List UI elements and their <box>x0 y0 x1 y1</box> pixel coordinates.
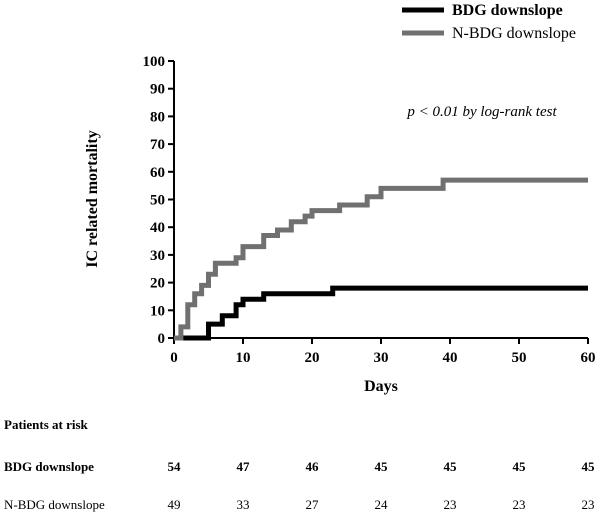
risk-cell: 23 <box>444 497 457 512</box>
x-tick-label: 30 <box>374 350 389 366</box>
x-tick-label: 20 <box>305 350 320 366</box>
risk-cell: 33 <box>237 497 250 512</box>
risk-cell: 23 <box>513 497 526 512</box>
y-tick-label: 10 <box>150 303 165 319</box>
y-tick-label: 50 <box>150 193 165 209</box>
axes <box>173 61 588 339</box>
risk-cell: 49 <box>168 497 181 512</box>
risk-table: Patients at risk BDG downslope N-BDG dow… <box>4 417 595 512</box>
risk-cell: 46 <box>306 459 320 474</box>
risk-row-label-nbdg: N-BDG downslope <box>4 497 105 512</box>
risk-cell: 45 <box>444 459 458 474</box>
legend: BDG downslope N-BDG downslope <box>402 2 576 42</box>
risk-cell: 47 <box>237 459 251 474</box>
risk-row-label-bdg: BDG downslope <box>4 459 94 474</box>
risk-cell: 54 <box>168 459 182 474</box>
x-axis-label: Days <box>364 378 398 395</box>
y-tick-label: 30 <box>150 248 165 264</box>
y-axis-label: IC related mortality <box>84 130 101 267</box>
risk-cell: 24 <box>375 497 389 512</box>
y-tick-label: 90 <box>150 82 165 98</box>
x-tick-label: 40 <box>443 350 458 366</box>
curve-bdg-downslope <box>174 285 588 341</box>
y-tick-label: 40 <box>150 220 165 236</box>
risk-cell: 45 <box>582 459 596 474</box>
y-tick-label: 20 <box>150 276 165 292</box>
y-tick-label: 0 <box>158 331 166 347</box>
x-tick-label: 60 <box>581 350 596 366</box>
risk-values: 54 47 46 45 45 45 45 49 33 27 24 23 23 23 <box>168 459 596 512</box>
risk-cell: 45 <box>513 459 527 474</box>
legend-label-nbdg: N-BDG downslope <box>452 25 576 42</box>
risk-cell: 23 <box>582 497 595 512</box>
x-tick-label: 10 <box>236 350 251 366</box>
risk-cell: 45 <box>375 459 389 474</box>
y-tick-label: 70 <box>150 137 165 153</box>
y-tick-label: 80 <box>150 109 165 125</box>
y-tick-label: 60 <box>150 165 165 181</box>
curve-n-bdg-downslope <box>174 177 588 341</box>
y-tick-label: 100 <box>143 54 166 70</box>
x-ticks: 0 10 20 30 40 50 60 <box>170 338 596 366</box>
survival-curves <box>174 177 588 341</box>
risk-cell: 27 <box>306 497 320 512</box>
x-tick-label: 50 <box>512 350 527 366</box>
logrank-annotation: p < 0.01 by log-rank test <box>406 104 557 120</box>
risk-table-title: Patients at risk <box>4 417 89 432</box>
y-ticks: 0 10 20 30 40 50 60 70 80 90 100 <box>143 54 174 347</box>
x-tick-label: 0 <box>170 350 178 366</box>
legend-label-bdg: BDG downslope <box>452 2 563 19</box>
